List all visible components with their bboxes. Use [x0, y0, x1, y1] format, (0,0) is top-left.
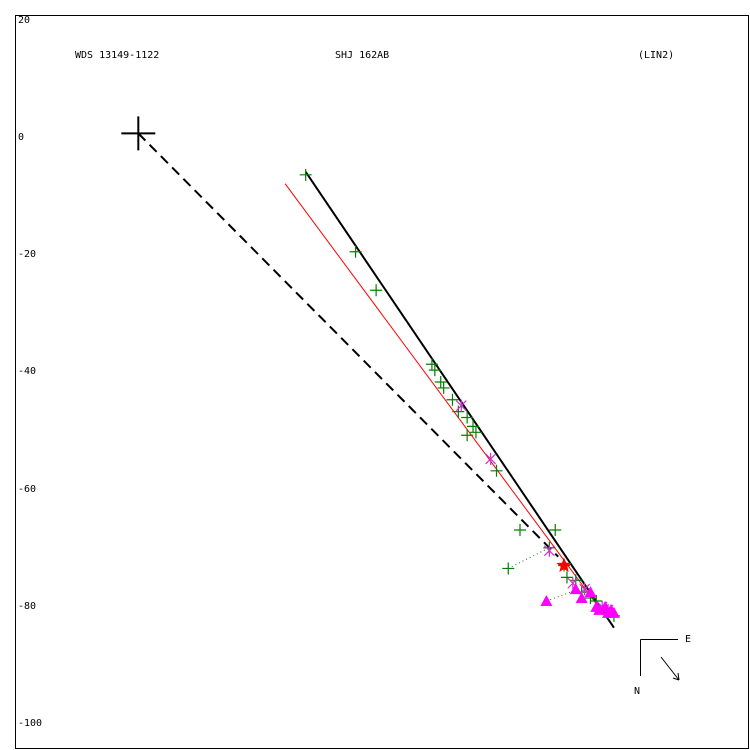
compass-arrow-icon	[660, 656, 680, 681]
triangle-observation-point	[569, 583, 582, 595]
triangle-observation-point	[607, 606, 620, 618]
y-tick-label: 20	[18, 15, 30, 26]
fit-note-label: (LIN2)	[638, 50, 674, 61]
cross-observation-point	[485, 452, 497, 465]
plus-observation-point	[446, 393, 459, 406]
plus-observation-point	[502, 562, 515, 575]
triangle-observation-point	[575, 592, 588, 604]
plus-observation-point	[549, 523, 562, 536]
compass: E N	[634, 634, 691, 697]
plus-observation-point	[452, 405, 465, 418]
y-tick-label: -60	[18, 484, 36, 495]
plus-observation-point	[428, 364, 441, 377]
pair-label: SHJ 162AB	[335, 50, 389, 61]
dashed-line-to-primary	[137, 132, 559, 558]
residual-line	[508, 547, 550, 569]
triangle-observation-point	[584, 586, 597, 598]
cross-observation-point	[543, 544, 555, 557]
plus-observation-point	[513, 523, 526, 536]
orbit-line	[304, 171, 615, 629]
observation-marks	[299, 168, 620, 622]
plus-observation-point	[434, 376, 447, 388]
plus-observation-point	[437, 381, 450, 394]
plus-observation-point	[461, 429, 474, 442]
y-tick-label: -80	[18, 601, 36, 612]
plot-frame	[15, 15, 749, 749]
compass-east-label: E	[685, 634, 691, 645]
triangle-observation-point	[593, 603, 606, 615]
triangle-observation-point	[540, 595, 553, 607]
fit-lines	[137, 132, 615, 629]
plus-observation-point	[490, 464, 503, 477]
y-tick-label: -40	[18, 366, 36, 377]
plus-observation-point	[461, 411, 474, 424]
plus-observation-point	[469, 426, 482, 439]
plus-observation-point	[299, 168, 312, 181]
y-tick-label: -20	[18, 249, 36, 260]
plus-observation-point	[425, 358, 438, 371]
compass-north-label: N	[634, 686, 640, 697]
y-tick-label: -100	[18, 718, 42, 729]
compass-axes	[640, 639, 678, 676]
plus-observation-point	[349, 245, 362, 258]
plus-observation-point	[467, 420, 480, 433]
plus-observation-point	[560, 571, 573, 584]
primary-star-marker	[121, 116, 156, 151]
cross-observation-point	[455, 399, 467, 412]
designation-label: WDS 13149-1122	[75, 50, 159, 61]
plus-observation-point	[370, 284, 383, 297]
primary-star-plus	[121, 116, 156, 151]
y-axis-ticks: 20 0 -20 -40 -60 -80 -100	[18, 15, 42, 729]
y-tick-label: 0	[18, 132, 24, 143]
predicted-position-star	[556, 557, 572, 572]
red-fit-line	[284, 183, 606, 617]
